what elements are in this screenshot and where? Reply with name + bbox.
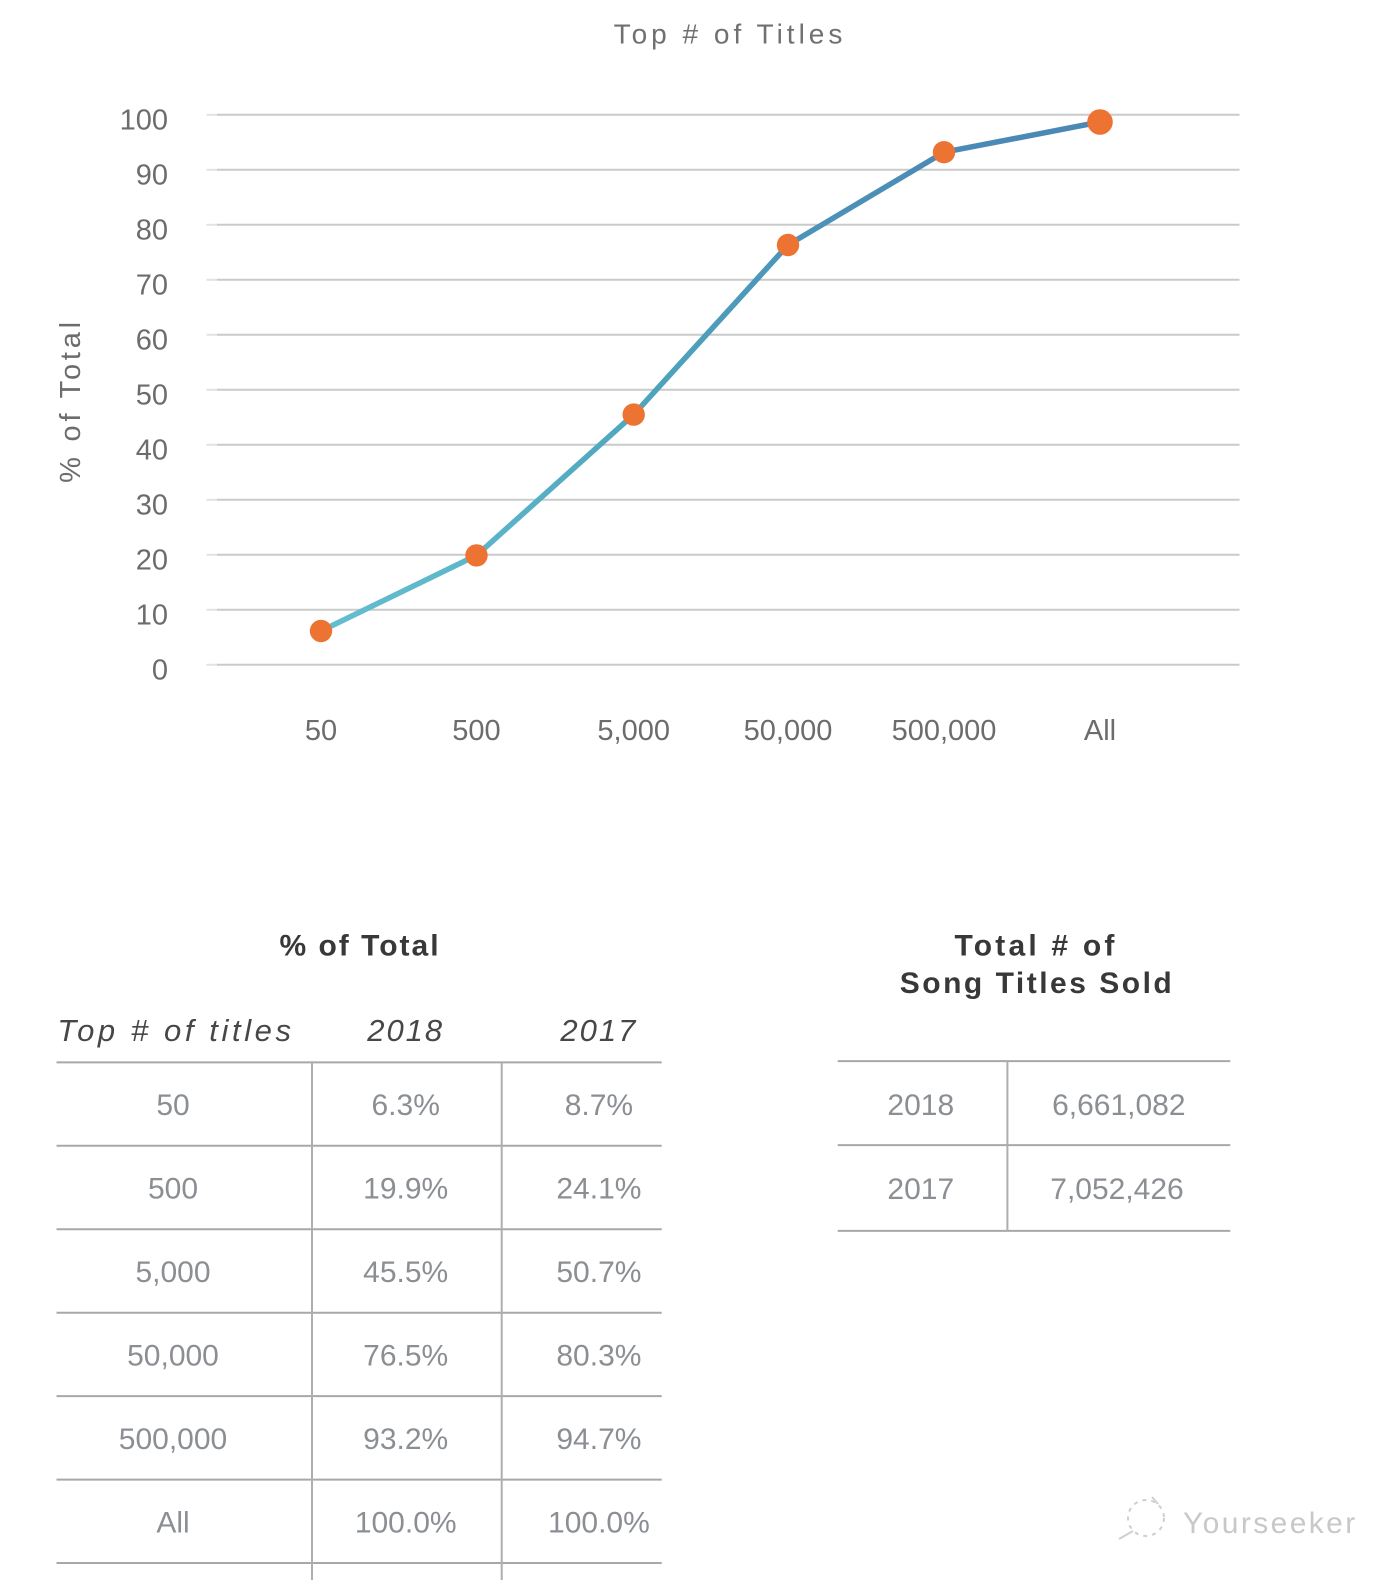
svg-text:500,000: 500,000 [119, 1423, 227, 1456]
svg-text:0: 0 [152, 654, 168, 686]
svg-text:30: 30 [136, 489, 168, 521]
svg-text:40: 40 [136, 434, 168, 466]
svg-text:500,000: 500,000 [892, 715, 997, 747]
svg-text:100: 100 [120, 104, 168, 136]
svg-text:Top # of titles: Top # of titles [57, 1013, 294, 1048]
svg-text:20: 20 [136, 544, 168, 576]
svg-text:% of Total: % of Total [55, 318, 87, 483]
svg-text:5,000: 5,000 [597, 715, 670, 747]
svg-text:50,000: 50,000 [744, 715, 833, 747]
svg-text:50: 50 [156, 1089, 189, 1122]
svg-text:70: 70 [136, 269, 168, 301]
svg-text:All: All [1084, 715, 1116, 747]
svg-text:Top # of Titles: Top # of Titles [614, 19, 847, 50]
svg-text:100.0%: 100.0% [355, 1506, 457, 1539]
svg-text:90: 90 [136, 159, 168, 191]
svg-text:2018: 2018 [887, 1089, 954, 1122]
svg-text:8.7%: 8.7% [565, 1089, 633, 1122]
svg-text:Total # of: Total # of [954, 930, 1117, 963]
svg-text:2017: 2017 [887, 1173, 954, 1206]
svg-text:24.1%: 24.1% [556, 1173, 641, 1206]
svg-text:93.2%: 93.2% [363, 1423, 448, 1456]
svg-text:50.7%: 50.7% [556, 1256, 641, 1289]
svg-text:10: 10 [136, 599, 168, 631]
svg-text:19.9%: 19.9% [363, 1173, 448, 1206]
svg-text:80.3%: 80.3% [556, 1339, 641, 1372]
svg-text:500: 500 [148, 1173, 198, 1206]
svg-text:50,000: 50,000 [127, 1339, 219, 1372]
svg-text:100.0%: 100.0% [548, 1506, 650, 1539]
svg-text:50: 50 [136, 379, 168, 411]
svg-text:2017: 2017 [559, 1013, 637, 1048]
svg-text:60: 60 [136, 324, 168, 356]
svg-text:80: 80 [136, 214, 168, 246]
svg-text:6,661,082: 6,661,082 [1052, 1089, 1185, 1122]
svg-text:% of Total: % of Total [279, 930, 440, 963]
svg-text:Song Titles Sold: Song Titles Sold [900, 967, 1174, 1000]
svg-text:2018: 2018 [366, 1013, 444, 1048]
svg-text:50: 50 [305, 715, 337, 747]
svg-text:94.7%: 94.7% [556, 1423, 641, 1456]
svg-text:76.5%: 76.5% [363, 1339, 448, 1372]
svg-text:500: 500 [452, 715, 500, 747]
svg-text:5,000: 5,000 [135, 1256, 210, 1289]
svg-text:Yourseeker: Yourseeker [1183, 1507, 1358, 1540]
svg-text:All: All [156, 1506, 189, 1539]
svg-text:7,052,426: 7,052,426 [1050, 1173, 1183, 1206]
svg-text:6.3%: 6.3% [372, 1089, 440, 1122]
svg-text:45.5%: 45.5% [363, 1256, 448, 1289]
